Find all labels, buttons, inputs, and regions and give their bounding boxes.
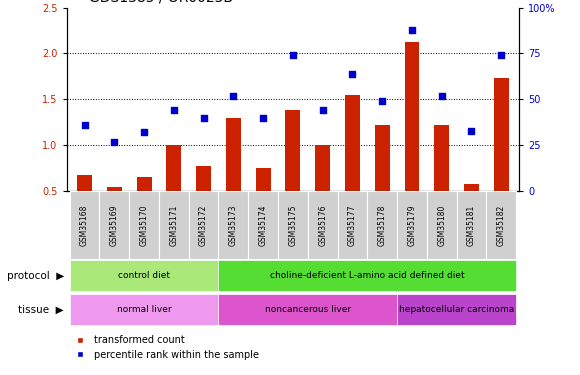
Text: GSM35180: GSM35180 bbox=[437, 204, 446, 246]
Point bbox=[437, 93, 447, 99]
Text: GSM35178: GSM35178 bbox=[378, 204, 387, 246]
Bar bbox=[166, 146, 182, 191]
Text: GSM35177: GSM35177 bbox=[348, 204, 357, 246]
Point bbox=[259, 115, 268, 121]
Text: hepatocellular carcinoma: hepatocellular carcinoma bbox=[399, 305, 514, 314]
Bar bbox=[464, 184, 479, 191]
Bar bbox=[188, 191, 219, 259]
Bar bbox=[107, 187, 122, 191]
Legend: transformed count, percentile rank within the sample: transformed count, percentile rank withi… bbox=[67, 331, 263, 364]
Text: GSM35181: GSM35181 bbox=[467, 204, 476, 246]
Point bbox=[407, 27, 416, 33]
Point bbox=[199, 115, 208, 121]
Text: normal liver: normal liver bbox=[117, 305, 172, 314]
Text: GSM35171: GSM35171 bbox=[169, 204, 178, 246]
Bar bbox=[70, 260, 219, 291]
Bar bbox=[248, 191, 278, 259]
Bar bbox=[456, 191, 487, 259]
Bar bbox=[397, 294, 516, 324]
Bar bbox=[345, 95, 360, 191]
Bar bbox=[196, 165, 211, 191]
Bar bbox=[434, 125, 449, 191]
Bar bbox=[226, 118, 241, 191]
Bar bbox=[397, 191, 427, 259]
Text: GSM35182: GSM35182 bbox=[496, 204, 506, 246]
Point bbox=[467, 128, 476, 134]
Bar bbox=[256, 168, 271, 191]
Text: GSM35179: GSM35179 bbox=[408, 204, 416, 246]
Bar bbox=[129, 191, 159, 259]
Bar bbox=[494, 78, 509, 191]
Bar bbox=[315, 146, 330, 191]
Bar bbox=[285, 110, 300, 191]
Text: GSM35174: GSM35174 bbox=[259, 204, 267, 246]
Bar bbox=[70, 191, 99, 259]
Bar bbox=[404, 42, 419, 191]
Text: tissue  ▶: tissue ▶ bbox=[18, 304, 64, 314]
Text: GSM35173: GSM35173 bbox=[229, 204, 238, 246]
Text: GDS1385 / OR0025B: GDS1385 / OR0025B bbox=[89, 0, 233, 5]
Bar bbox=[219, 191, 248, 259]
Bar bbox=[219, 294, 397, 324]
Point bbox=[288, 52, 298, 58]
Text: GSM35169: GSM35169 bbox=[110, 204, 119, 246]
Text: GSM35172: GSM35172 bbox=[199, 204, 208, 246]
Bar bbox=[77, 175, 92, 191]
Text: GSM35175: GSM35175 bbox=[288, 204, 298, 246]
Bar bbox=[278, 191, 308, 259]
Point bbox=[169, 107, 179, 113]
Bar bbox=[159, 191, 188, 259]
Bar bbox=[375, 125, 390, 191]
Bar bbox=[219, 260, 516, 291]
Point bbox=[80, 122, 89, 128]
Text: GSM35170: GSM35170 bbox=[140, 204, 148, 246]
Bar bbox=[487, 191, 516, 259]
Point bbox=[110, 139, 119, 145]
Text: protocol  ▶: protocol ▶ bbox=[6, 271, 64, 280]
Text: choline-deficient L-amino acid defined diet: choline-deficient L-amino acid defined d… bbox=[270, 271, 465, 280]
Text: GSM35168: GSM35168 bbox=[80, 204, 89, 246]
Bar bbox=[99, 191, 129, 259]
Point bbox=[348, 70, 357, 76]
Point bbox=[229, 93, 238, 99]
Text: control diet: control diet bbox=[118, 271, 170, 280]
Bar bbox=[427, 191, 456, 259]
Bar bbox=[308, 191, 338, 259]
Point bbox=[378, 98, 387, 104]
Point bbox=[318, 107, 327, 113]
Point bbox=[139, 129, 148, 135]
Text: GSM35176: GSM35176 bbox=[318, 204, 327, 246]
Bar bbox=[70, 294, 219, 324]
Bar bbox=[338, 191, 367, 259]
Text: noncancerous liver: noncancerous liver bbox=[264, 305, 351, 314]
Point bbox=[496, 52, 506, 58]
Bar bbox=[137, 177, 151, 191]
Bar bbox=[367, 191, 397, 259]
